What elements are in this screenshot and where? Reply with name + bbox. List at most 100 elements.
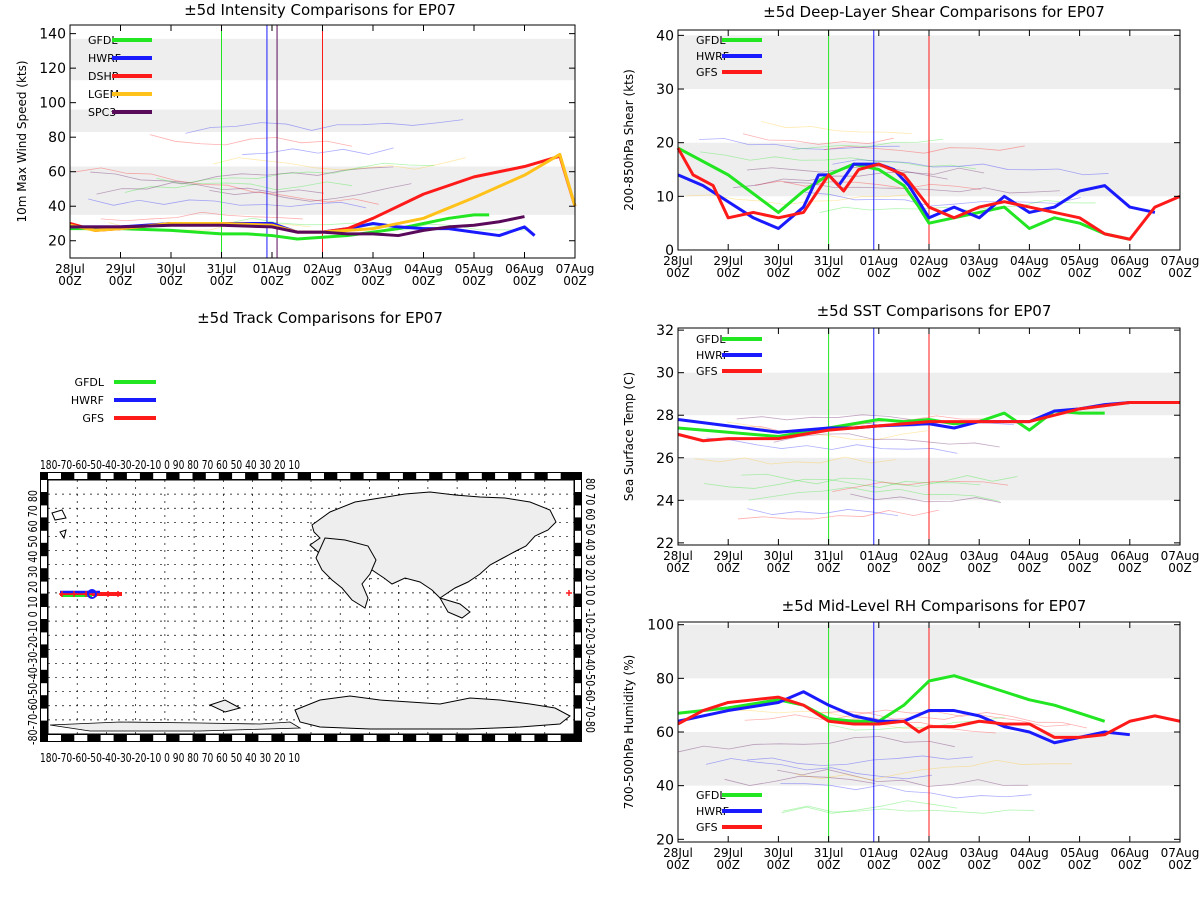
x-tick-label: 00Z — [967, 266, 991, 280]
x-tick-label: 01Aug — [859, 549, 898, 563]
border-checker — [389, 735, 403, 741]
y-tick-label: 140 — [39, 27, 66, 43]
border-checker — [153, 735, 167, 741]
x-tick-label: 04Aug — [1010, 254, 1049, 268]
y-tick-label: 40 — [656, 779, 674, 795]
faint-trace — [724, 775, 876, 786]
faint-trace — [744, 714, 996, 734]
border-checker — [468, 735, 482, 741]
border-checker — [179, 473, 193, 479]
x-tick-label: 28Jul — [663, 846, 693, 860]
faint-trace — [760, 120, 912, 135]
border-checker — [74, 473, 88, 479]
faint-trace — [185, 119, 464, 134]
faint-trace — [209, 183, 412, 202]
border-checker — [363, 735, 377, 741]
x-tick-label: 29Jul — [106, 262, 136, 276]
chart-title: ±5d SST Comparisons for EP07 — [817, 302, 1052, 320]
x-tick-label: 00Z — [513, 274, 537, 288]
border-checker — [126, 735, 140, 741]
y-tick-label: 40 — [656, 28, 674, 44]
rh-chart: 2040608010028Jul00Z29Jul00Z30Jul00Z31Jul… — [622, 597, 1199, 872]
border-checker — [284, 735, 298, 741]
x-tick-label: 01Aug — [859, 254, 898, 268]
x-tick-label: 00Z — [1118, 561, 1142, 575]
border-checker — [575, 530, 581, 543]
border-checker — [41, 708, 47, 721]
x-tick-label: 00Z — [1018, 266, 1042, 280]
x-tick-label: 00Z — [412, 274, 436, 288]
x-tick-label: 02Aug — [910, 254, 949, 268]
y-tick-label: 26 — [656, 451, 674, 467]
border-checker — [258, 735, 272, 741]
y-tick-label: 100 — [39, 96, 66, 112]
border-checker — [41, 632, 47, 645]
x-tick-label: 03Aug — [354, 262, 393, 276]
x-tick-label: 00Z — [563, 274, 587, 288]
border-checker — [41, 480, 47, 492]
border-checker — [232, 735, 246, 741]
x-tick-label: 00Z — [109, 274, 133, 288]
x-tick-label: 00Z — [1018, 858, 1042, 872]
border-checker — [126, 473, 140, 479]
legend-label: HWRF — [88, 52, 121, 65]
border-checker — [179, 735, 193, 741]
x-tick-label: 00Z — [716, 858, 740, 872]
x-tick-label: 31Jul — [207, 262, 237, 276]
border-checker — [575, 657, 581, 670]
x-tick-label: 31Jul — [814, 846, 844, 860]
legend-label: HWRF — [696, 50, 729, 63]
x-tick-label: 02Aug — [910, 846, 949, 860]
chart-title: ±5d Mid-Level RH Comparisons for EP07 — [782, 597, 1087, 615]
x-tick-label: 06Aug — [1110, 549, 1149, 563]
border-checker — [41, 556, 47, 569]
border-checker — [205, 735, 219, 741]
continent-africa-edge — [315, 537, 377, 609]
y-tick-label: 80 — [656, 671, 674, 687]
legend-label: GFS — [82, 412, 104, 425]
x-tick-label: 00Z — [1168, 561, 1192, 575]
x-tick-label: 00Z — [817, 858, 841, 872]
series-line-hwrf — [677, 690, 1130, 745]
faint-trace — [754, 180, 981, 190]
x-tick-label: 02Aug — [910, 549, 949, 563]
x-tick-label: 00Z — [311, 274, 335, 288]
faint-trace — [736, 414, 938, 423]
x-tick-label: 00Z — [260, 274, 284, 288]
x-tick-label: 06Aug — [1110, 846, 1149, 860]
border-checker — [284, 473, 298, 479]
series-line-gfs — [677, 400, 1180, 443]
border-checker — [48, 473, 61, 479]
y-tick-label: 80 — [48, 130, 66, 146]
border-checker — [100, 735, 114, 741]
x-tick-label: 29Jul — [713, 549, 743, 563]
border-checker — [547, 735, 561, 741]
x-tick-label: 00Z — [917, 561, 941, 575]
x-tick-label: 00Z — [917, 858, 941, 872]
faint-trace — [747, 508, 899, 517]
border-checker — [575, 581, 581, 594]
continent-antarctica — [294, 695, 571, 730]
border-checker — [575, 607, 581, 619]
y-tick-label: 10 — [656, 189, 674, 205]
sst-chart: 22242628303228Jul00Z29Jul00Z30Jul00Z31Ju… — [622, 302, 1199, 575]
border-checker — [41, 607, 47, 619]
border-checker — [575, 683, 581, 696]
x-tick-label: 00Z — [1068, 561, 1092, 575]
legend-label: GFDL — [696, 333, 726, 346]
x-tick-label: 07Aug — [1161, 549, 1200, 563]
y-tick-label: 22 — [656, 536, 674, 552]
faint-trace — [678, 736, 955, 753]
x-tick-label: 00Z — [867, 266, 891, 280]
border-checker — [48, 735, 61, 741]
border-checker — [100, 473, 114, 479]
faint-trace — [792, 138, 944, 151]
map-bottom-labels: 180-70-60-50-40-30-20-10 0 90 80 70 60 5… — [40, 751, 300, 765]
chart-title: ±5d Deep-Layer Shear Comparisons for EP0… — [763, 3, 1105, 21]
border-checker — [41, 505, 47, 518]
y-tick-label: 60 — [48, 165, 66, 181]
y-axis-label: 200-850hPa Shear (kts) — [622, 69, 636, 211]
x-tick-label: 00Z — [210, 274, 234, 288]
border-checker — [337, 473, 351, 479]
